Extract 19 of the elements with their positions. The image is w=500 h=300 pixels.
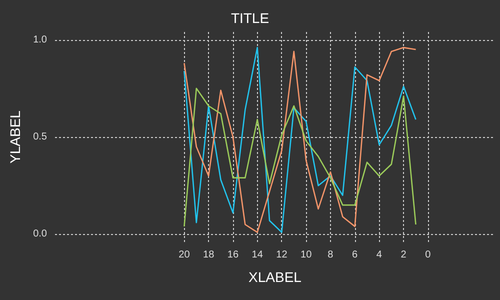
x-tick-label: 4 [376,250,382,260]
chart-title: TITLE [230,10,270,26]
x-tick-label: 6 [352,250,358,260]
x-tick-label: 20 [178,250,190,260]
y-tick-label: 1.0 [33,34,48,46]
line-series [184,88,416,228]
x-tick-label: 0 [425,250,432,260]
x-tick-label: 8 [328,250,334,260]
x-tick-label: 10 [300,250,312,260]
y-axis-title: YLABEL [7,110,24,164]
x-tick-label: 18 [203,250,215,260]
x-tick-label: 14 [252,250,264,260]
line-series [184,46,416,233]
x-tick-label: 16 [227,250,239,260]
x-tick-label: 12 [276,250,288,260]
x-tick-label: 2 [400,250,407,260]
y-tick-label: 0.0 [33,228,48,240]
y-tick-label: 0.5 [33,132,48,142]
x-axis-title: XLABEL [248,269,302,285]
